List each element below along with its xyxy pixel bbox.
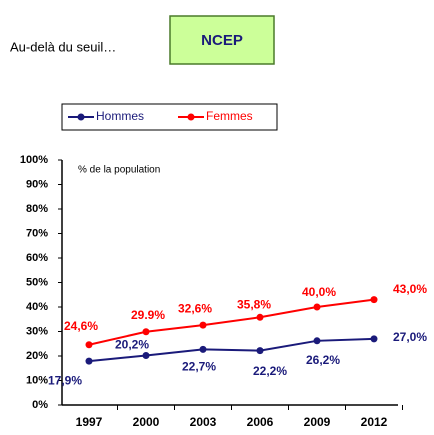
x-tick-label: 2000 — [133, 415, 160, 429]
point — [370, 335, 378, 343]
data-label: 29.9% — [131, 308, 165, 322]
y-tick-label: 60% — [26, 252, 48, 264]
x-tick-label: 2009 — [304, 415, 331, 429]
legend-box — [61, 103, 278, 131]
data-label: 20,2% — [115, 338, 149, 352]
data-label: 22,2% — [253, 364, 287, 378]
y-tick-label: 50% — [26, 276, 48, 288]
badge-box — [169, 15, 275, 65]
axis-label: % de la population — [78, 165, 160, 176]
y-tick-label: 80% — [26, 203, 48, 215]
data-label: 27,0% — [393, 330, 427, 344]
point — [142, 328, 150, 336]
data-label: 40,0% — [302, 285, 336, 299]
y-tick-label: 100% — [20, 154, 48, 166]
point — [85, 341, 93, 349]
y-tick-label: 20% — [26, 350, 48, 362]
data-label: 17,9% — [48, 373, 82, 387]
legend-label: Femmes — [206, 109, 253, 123]
y-tick-label: 10% — [26, 374, 48, 386]
point — [313, 303, 321, 311]
y-tick-label: 70% — [26, 227, 48, 239]
point — [199, 321, 207, 329]
y-tick-label: 30% — [26, 325, 48, 337]
legend-dot — [187, 113, 195, 121]
header-text: Au-delà du seuil… — [10, 39, 116, 54]
series-line — [88, 298, 375, 346]
data-label: 32,6% — [178, 301, 212, 315]
x-tick-label: 1997 — [76, 415, 103, 429]
badge-text: NCEP — [201, 32, 243, 49]
data-label: 24,6% — [64, 319, 98, 333]
data-label: 43,0% — [393, 282, 427, 296]
point — [85, 357, 93, 365]
y-tick-label: 0% — [32, 399, 48, 411]
x-tick-label: 2003 — [190, 415, 217, 429]
data-label: 22,7% — [182, 360, 216, 374]
point — [256, 347, 264, 355]
point — [370, 296, 378, 304]
point — [313, 337, 321, 345]
y-tick-label: 90% — [26, 178, 48, 190]
data-label: 35,8% — [237, 297, 271, 311]
y-tick-label: 40% — [26, 301, 48, 313]
x-tick-label: 2012 — [361, 415, 388, 429]
point — [142, 352, 150, 360]
x-tick-label: 2006 — [247, 415, 274, 429]
point — [256, 313, 264, 321]
legend-label: Hommes — [96, 109, 144, 123]
legend-dot — [77, 113, 85, 121]
point — [199, 345, 207, 353]
data-label: 26,2% — [306, 353, 340, 367]
series-line — [88, 337, 375, 363]
